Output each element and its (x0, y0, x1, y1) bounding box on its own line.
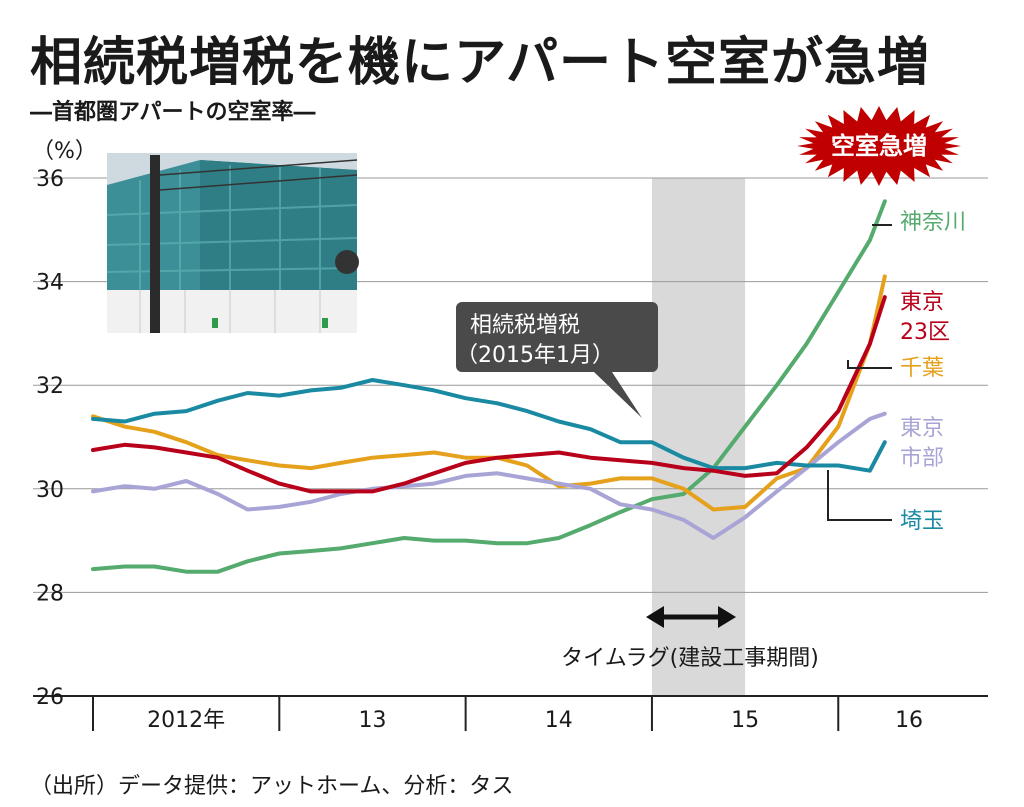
series-label-東京市部: 市部 (900, 446, 944, 471)
x-tick-label: 16 (895, 708, 923, 733)
leader-埼玉 (827, 470, 892, 521)
y-tick-label: 32 (36, 374, 64, 399)
vacancy-surge-badge: 空室急増 (797, 106, 961, 186)
tax-increase-callout: 相続税増税 （2015年1月） (456, 302, 658, 418)
y-tick-label: 34 (36, 271, 64, 296)
axes: 26 28 30 32 34 36 （%） 2012年 13 14 15 16 (32, 139, 923, 733)
series-label-東京23区: 23区 (900, 320, 950, 345)
time-lag-arrow: タイムラグ(建設工事期間) (561, 606, 819, 671)
x-tick-label: 15 (731, 708, 759, 733)
leader-千葉 (847, 360, 892, 369)
source-note: （出所）データ提供：アットホーム、分析：タス (30, 774, 514, 799)
shaded-band (651, 178, 746, 696)
building-under-construction-photo (106, 153, 359, 333)
series-label-埼玉: 埼玉 (900, 509, 944, 534)
y-tick-label: 30 (36, 478, 64, 503)
series-label-千葉: 千葉 (900, 356, 944, 381)
y-axis-unit: （%） (32, 139, 97, 164)
callout-line-1: 相続税増税 (470, 313, 580, 338)
series-line-埼玉 (91, 378, 887, 473)
series-lines (91, 199, 887, 574)
time-lag-band (651, 178, 746, 696)
series-label-神奈川: 神奈川 (900, 210, 966, 235)
series-line-神奈川 (91, 199, 887, 574)
y-tick-label: 36 (36, 167, 64, 192)
y-tick-label: 28 (36, 581, 64, 606)
series-label-東京市部: 東京 (900, 416, 944, 441)
series-line-東京23区 (91, 295, 887, 494)
chart-title: 相続税増税を機にアパート空室が急増 (30, 33, 930, 93)
chart-subtitle: ―首都圏アパートの空室率― (30, 100, 316, 125)
x-tick-label: 2012年 (147, 708, 225, 733)
series-line-東京市部 (91, 411, 887, 540)
x-tick-label: 13 (358, 708, 386, 733)
series-label-東京23区: 東京 (900, 290, 944, 315)
time-lag-label: タイムラグ(建設工事期間) (561, 646, 819, 671)
badge-text: 空室急増 (831, 132, 927, 160)
label-leaders (827, 224, 892, 521)
callout-line-2: （2015年1月） (456, 343, 614, 368)
x-tick-label: 14 (545, 708, 573, 733)
y-tick-label: 26 (36, 685, 64, 710)
